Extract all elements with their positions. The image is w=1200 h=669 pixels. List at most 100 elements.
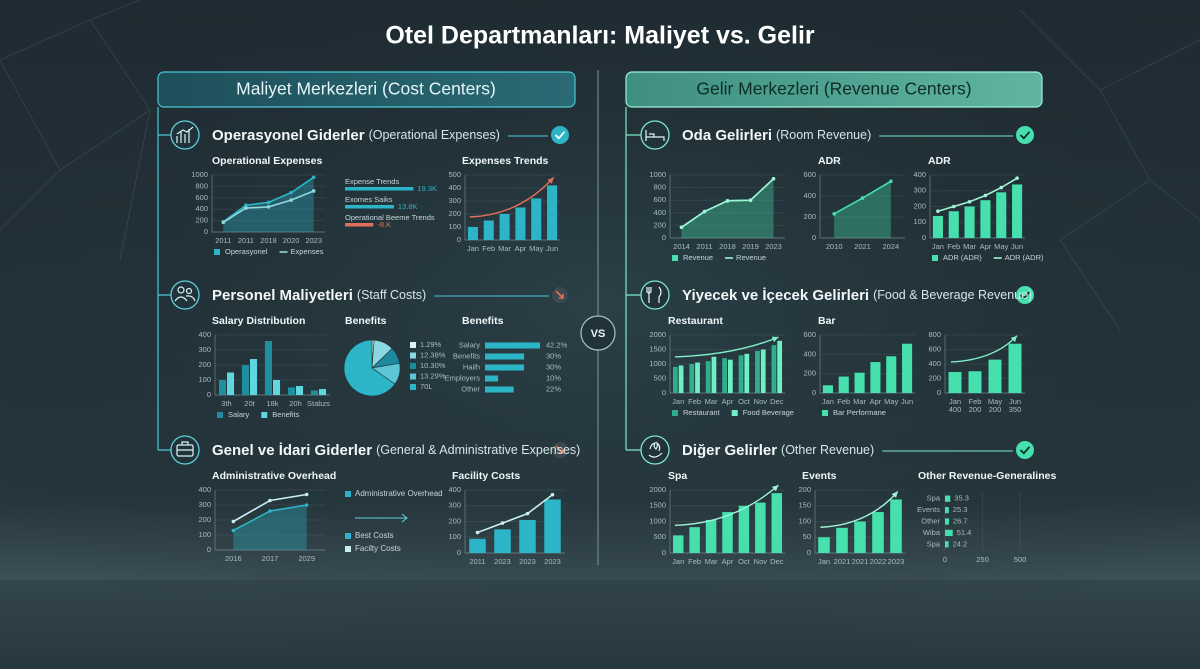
y-tick-label: 400 bbox=[803, 349, 816, 358]
y-tick-label: 0 bbox=[922, 233, 926, 242]
y-tick-label: 150 bbox=[798, 501, 811, 510]
point bbox=[304, 503, 309, 507]
x-tick-label: 2024 bbox=[882, 242, 899, 251]
bar bbox=[838, 376, 849, 393]
x-tick-label: 2023 bbox=[888, 557, 905, 566]
value-label: 19.3K bbox=[417, 184, 437, 193]
x-tick-label: Nov bbox=[754, 397, 768, 406]
point bbox=[999, 185, 1004, 190]
bar bbox=[241, 365, 249, 395]
point bbox=[304, 492, 309, 497]
point bbox=[889, 179, 893, 184]
bar bbox=[689, 527, 700, 553]
x-tick-label: Stabzs bbox=[307, 399, 330, 408]
legend-label: Bar Performane bbox=[833, 408, 886, 417]
y-tick-label: 0 bbox=[457, 235, 461, 244]
point bbox=[967, 199, 972, 204]
chart-title: Spa bbox=[668, 470, 687, 482]
x-sublabel: 200 bbox=[989, 405, 1002, 414]
legend-label: Facilty Costs bbox=[355, 544, 401, 553]
point bbox=[500, 521, 505, 525]
y-tick-label: 600 bbox=[195, 193, 208, 202]
y-tick-label: 200 bbox=[798, 485, 811, 494]
legend-label: Expenses bbox=[291, 247, 324, 256]
point bbox=[832, 212, 836, 216]
chart-title: Events bbox=[802, 470, 837, 482]
bar-label: Spa bbox=[927, 494, 941, 503]
point bbox=[244, 206, 248, 210]
bar bbox=[728, 359, 733, 393]
y-tick-label: 1000 bbox=[649, 170, 666, 179]
group-icons bbox=[640, 120, 670, 465]
y-tick-label: 200 bbox=[803, 369, 816, 378]
bar bbox=[872, 512, 884, 553]
x-tick-label: Jan bbox=[672, 557, 684, 566]
bar bbox=[818, 537, 830, 553]
x-tick-label: 2017 bbox=[262, 554, 279, 563]
group-header: Genel ve İdari Giderler (General & Admini… bbox=[212, 442, 580, 459]
x-tick-label: Mar bbox=[705, 557, 718, 566]
y-tick-label: 0 bbox=[662, 388, 666, 397]
trend-arrowhead bbox=[771, 336, 779, 343]
x-tick-label: Apr bbox=[722, 397, 734, 406]
value-label: 30% bbox=[546, 362, 561, 371]
x-tick-label: 2021 bbox=[852, 557, 869, 566]
area bbox=[223, 177, 314, 232]
value-label: 70L bbox=[420, 382, 433, 391]
y-tick-label: 300 bbox=[198, 345, 211, 354]
value-label: 13.29% bbox=[420, 371, 446, 380]
bar bbox=[1008, 343, 1022, 393]
bar bbox=[870, 362, 881, 393]
x-tick-label: Jan bbox=[949, 397, 961, 406]
tree-lines bbox=[625, 107, 641, 451]
bar bbox=[227, 372, 235, 395]
value-label: 10% bbox=[546, 373, 561, 382]
bar bbox=[310, 390, 318, 395]
x-tick-label: Jan bbox=[818, 557, 830, 566]
trend-arrowhead bbox=[771, 485, 779, 492]
floor bbox=[0, 580, 1200, 669]
bar bbox=[296, 386, 304, 395]
group-subtitle: (Staff Costs) bbox=[357, 288, 426, 302]
bar bbox=[485, 364, 525, 371]
bar-label: Spa bbox=[927, 539, 941, 548]
legend-swatch bbox=[345, 546, 351, 552]
x-tick-label: Feb bbox=[969, 397, 982, 406]
panel-title: Maliyet Merkezleri (Cost Centers) bbox=[236, 79, 496, 99]
bar bbox=[744, 353, 750, 393]
axis bbox=[464, 175, 560, 241]
point bbox=[679, 225, 684, 230]
y-tick-label: 600 bbox=[928, 344, 941, 353]
axis bbox=[929, 175, 1025, 239]
y-tick-label: 100 bbox=[198, 530, 211, 539]
point bbox=[231, 528, 236, 533]
y-tick-label: 1000 bbox=[649, 516, 666, 525]
value-label: 26.7 bbox=[953, 516, 968, 525]
value-label: 12.38% bbox=[420, 350, 446, 359]
trend-arrow bbox=[820, 490, 899, 528]
y-tick-label: 500 bbox=[653, 373, 666, 382]
bar bbox=[678, 365, 684, 393]
legend-swatch bbox=[217, 412, 223, 418]
bar-label: Other bbox=[461, 384, 480, 393]
legend-arrow bbox=[355, 513, 408, 523]
chart-title: Salary Distribution bbox=[212, 315, 305, 327]
y-tick-label: 1500 bbox=[649, 501, 666, 510]
bar bbox=[738, 355, 744, 393]
line bbox=[477, 494, 553, 534]
bar bbox=[287, 387, 295, 395]
x-tick-label: 2011 bbox=[696, 242, 712, 251]
axis bbox=[214, 490, 325, 551]
bar bbox=[494, 529, 511, 553]
chart-title: ADR bbox=[928, 155, 951, 167]
bar bbox=[485, 375, 499, 382]
y-tick-label: 0 bbox=[662, 233, 666, 242]
pie-slice bbox=[343, 339, 396, 397]
legend-label: Best Costs bbox=[355, 531, 394, 540]
bar bbox=[854, 372, 865, 393]
y-tick-label: 600 bbox=[803, 330, 816, 339]
point bbox=[550, 492, 555, 497]
point bbox=[725, 199, 730, 203]
legend-label: Revenue bbox=[736, 253, 766, 262]
y-tick-label: 300 bbox=[448, 501, 461, 510]
